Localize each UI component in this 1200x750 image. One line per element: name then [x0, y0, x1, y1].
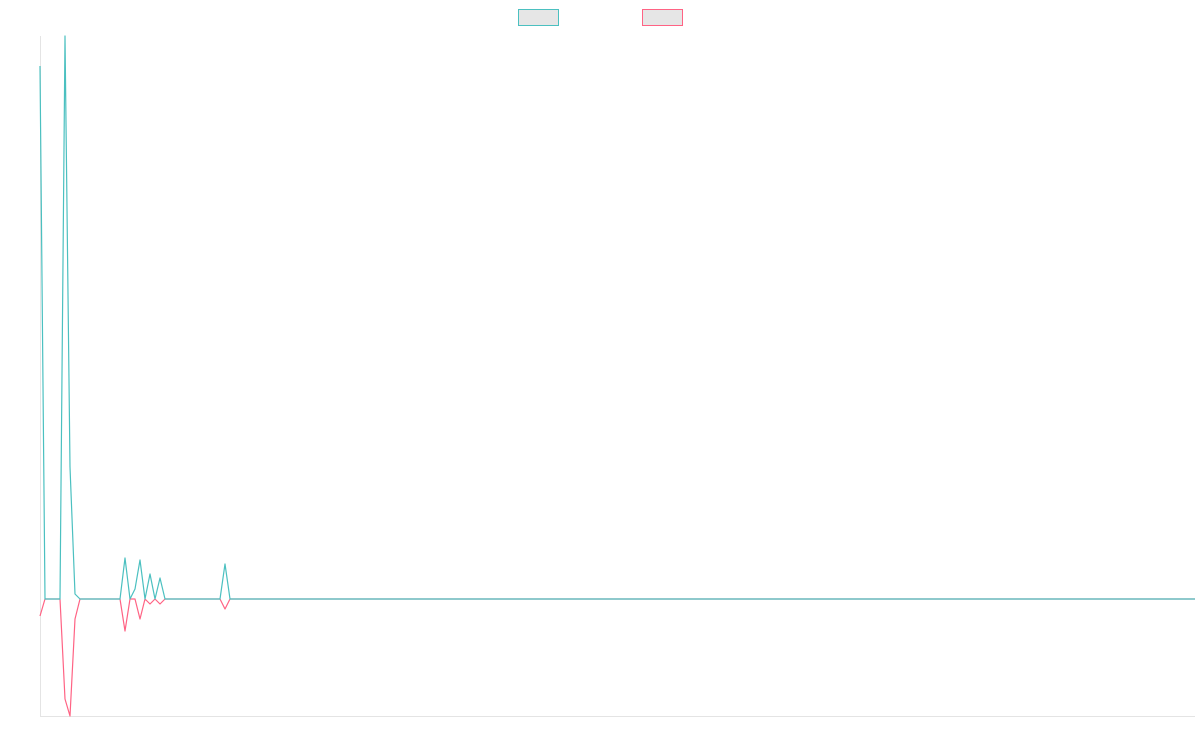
series-line [39, 35, 1195, 600]
legend-swatch[interactable] [642, 9, 683, 26]
legend-swatch[interactable] [518, 9, 559, 26]
series-line [39, 598, 1195, 717]
